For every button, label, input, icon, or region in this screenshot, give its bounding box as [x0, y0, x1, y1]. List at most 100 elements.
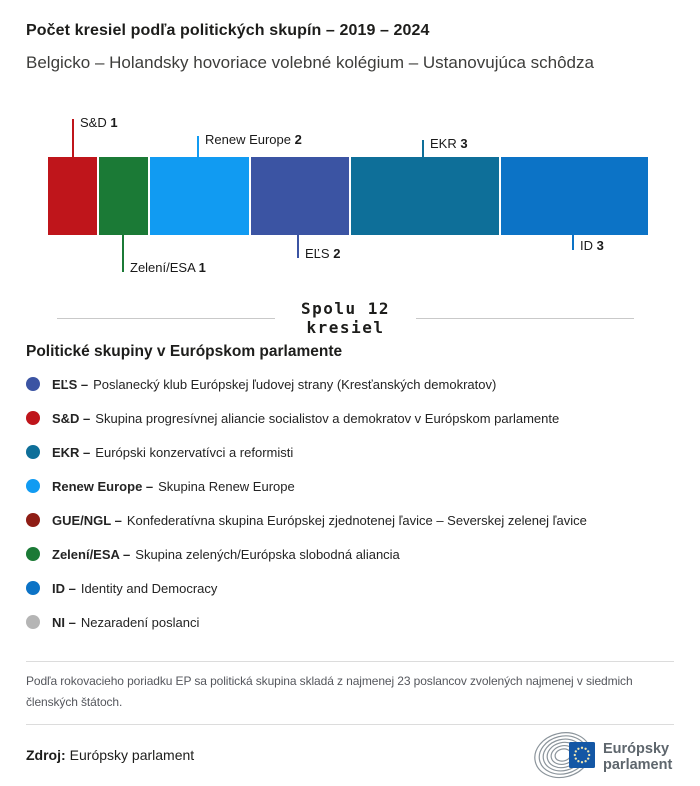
total-rule-left [57, 317, 275, 319]
total-seats-row: Spolu 12 kresiel [57, 299, 634, 337]
callout-group-renew: Renew Europe [205, 132, 291, 147]
header: Počet kresiel podľa politických skupín –… [0, 0, 700, 73]
source: Zdroj: Európsky parlament [26, 747, 194, 763]
callout-seats-id: 3 [596, 238, 604, 253]
callout-seats-renew: 2 [294, 132, 302, 147]
bar-segment-ekr [351, 157, 499, 235]
callout-label-zeleni: Zelení/ESA 1 [130, 260, 206, 275]
logo-text-line1: Európsky [603, 741, 669, 757]
legend-dot-id [26, 581, 40, 595]
callout-zeleni: Zelení/ESA 1 [122, 235, 206, 275]
legend-item-id: ID – Identity and Democracy [26, 571, 674, 605]
callout-label-renew: Renew Europe 2 [205, 132, 302, 147]
callout-label-id: ID 3 [580, 238, 604, 253]
page-subtitle: Belgicko – Holandsky hovoriace volebné k… [26, 53, 594, 72]
bar-segment-zeleni [99, 157, 149, 235]
legend-dot-ni [26, 615, 40, 629]
callout-group-zeleni: Zelení/ESA [130, 260, 196, 275]
callout-line-ekr [422, 140, 424, 157]
legend-abbr-id: ID – [52, 580, 76, 596]
callout-seats-zeleni: 1 [198, 260, 206, 275]
legend-abbr-ni: NI – [52, 614, 76, 630]
source-value: Európsky parlament [69, 747, 195, 763]
legend-item-sd: S&D – Skupina progresívnej aliancie socia… [26, 401, 674, 435]
legend-desc-sd: Skupina progresívnej aliancie socialisto… [95, 410, 560, 426]
callout-els: EĽS 2 [297, 235, 340, 261]
legend-label-guengl: GUE/NGL – Konfederatívna skupina Európske… [52, 513, 587, 528]
legend-dot-els [26, 377, 40, 391]
callout-line-renew [197, 136, 199, 157]
bar-segment-els [250, 157, 349, 235]
legend-desc-renew: Skupina Renew Europe [158, 478, 295, 494]
bar-segment-id [500, 157, 648, 235]
legend-abbr-ekr: EKR – [52, 444, 91, 460]
legend-desc-id: Identity and Democracy [80, 580, 218, 596]
stacked-seat-bar [48, 157, 648, 235]
callout-label-sd: S&D 1 [80, 115, 118, 130]
callout-seats-els: 2 [333, 246, 341, 261]
callout-renew: Renew Europe 2 [197, 132, 302, 157]
legend-dot-guengl [26, 513, 40, 527]
callout-id: ID 3 [572, 235, 604, 253]
callout-seats-sd: 1 [110, 115, 118, 130]
legend-dot-zeleni [26, 547, 40, 561]
divider-top [26, 661, 674, 662]
callout-seats-ekr: 3 [460, 136, 468, 151]
legend-dot-renew [26, 479, 40, 493]
legend-label-zeleni: Zelení/ESA – Skupina zelených/Európska sl… [52, 547, 400, 562]
source-label: Zdroj: [26, 747, 66, 763]
callout-line-sd [72, 119, 74, 157]
eu-flag-icon [569, 742, 595, 768]
legend-desc-guengl: Konfederatívna skupina Európskej zjednot… [126, 512, 587, 528]
total-line1: Spolu 12 [300, 299, 391, 318]
legend-desc-ni: Nezaradení poslanci [80, 614, 200, 630]
legend-desc-ekr: Európski konzervatívci a reformisti [95, 444, 294, 460]
european-parliament-logo: Európsky parlament [534, 732, 672, 779]
callout-label-ekr: EKR 3 [430, 136, 468, 151]
callout-label-els: EĽS 2 [305, 246, 340, 261]
page-title: Počet kresiel podľa politických skupín –… [26, 22, 430, 39]
seat-bar-chart: S&D 1 Renew Europe 2 EKR 3 Zelení/ESA 1 … [48, 113, 648, 295]
bar-segment-sd [48, 157, 98, 235]
legend-abbr-renew: Renew Europe – [52, 478, 154, 494]
legend-abbr-els: EĽS – [52, 376, 89, 392]
legend-label-sd: S&D – Skupina progresívnej aliancie socia… [52, 411, 559, 426]
divider-bottom [26, 724, 674, 725]
logo-text-line2: parlament [603, 757, 672, 773]
legend-desc-els: Poslanecký klub Európskej ľudovej strany… [93, 376, 497, 392]
legend-item-guengl: GUE/NGL – Konfederatívna skupina Európske… [26, 503, 674, 537]
total-rule-right [416, 317, 634, 319]
legend-item-renew: Renew Europe – Skupina Renew Europe [26, 469, 674, 503]
legend-abbr-zeleni: Zelení/ESA – [52, 546, 131, 562]
legend-dot-ekr [26, 445, 40, 459]
footnote: Podľa rokovacieho poriadku EP sa politic… [26, 674, 633, 709]
callout-line-zeleni [122, 235, 124, 272]
callout-sd: S&D 1 [72, 115, 118, 157]
callout-line-id [572, 235, 574, 250]
source-row: Zdroj: Európsky parlament [26, 725, 674, 785]
callout-group-id: ID [580, 238, 593, 253]
total-seats-label: Spolu 12 kresiel [275, 299, 416, 337]
total-line2: kresiel [306, 318, 385, 337]
callout-ekr: EKR 3 [422, 136, 468, 157]
eu-flag-stars [573, 746, 591, 764]
legend-abbr-guengl: GUE/NGL – [52, 512, 122, 528]
legend-item-ekr: EKR – Európski konzervatívci a reformisti [26, 435, 674, 469]
legend-label-els: EĽS – Poslanecký klub Európskej ľudovej s… [52, 377, 496, 392]
callout-group-ekr: EKR [430, 136, 457, 151]
callout-group-els: EĽS [305, 246, 330, 261]
callout-line-els [297, 235, 299, 258]
legend-label-id: ID – Identity and Democracy [52, 581, 217, 596]
legend-item-zeleni: Zelení/ESA – Skupina zelených/Európska sl… [26, 537, 674, 571]
legend-desc-zeleni: Skupina zelených/Európska slobodná alian… [135, 546, 400, 562]
legend-abbr-sd: S&D – [52, 410, 91, 426]
legend-label-renew: Renew Europe – Skupina Renew Europe [52, 479, 295, 494]
legend-heading: Politické skupiny v Európskom parlamente [26, 343, 343, 360]
legend-item-els: EĽS – Poslanecký klub Európskej ľudovej s… [26, 367, 674, 401]
legend-label-ekr: EKR – Európski konzervatívci a reformisti [52, 445, 293, 460]
legend-label-ni: NI – Nezaradení poslanci [52, 615, 199, 630]
legend: EĽS – Poslanecký klub Európskej ľudovej s… [26, 367, 674, 639]
bar-segment-renew [150, 157, 249, 235]
callout-group-sd: S&D [80, 115, 107, 130]
